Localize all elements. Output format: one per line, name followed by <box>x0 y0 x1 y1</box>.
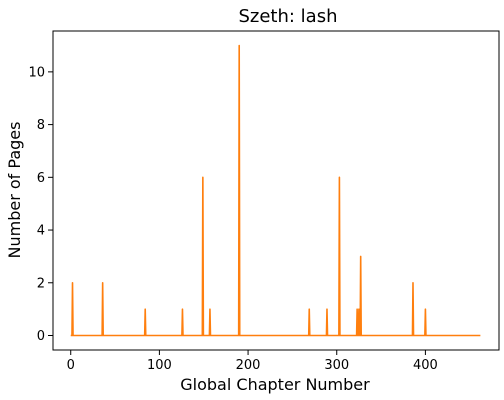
x-tick-label: 100 <box>147 358 172 373</box>
chart-title: Szeth: lash <box>238 6 337 27</box>
plot-frame <box>52 30 500 351</box>
y-tick-label: 0 <box>37 329 45 344</box>
y-tick-label: 4 <box>37 224 45 239</box>
y-axis: 0 2 4 6 8 10 <box>28 65 53 344</box>
x-tick-label: 300 <box>324 358 349 373</box>
x-tick-label: 400 <box>413 358 438 373</box>
series-line <box>70 44 481 337</box>
y-tick-label: 6 <box>37 171 45 186</box>
y-axis-label: Number of Pages <box>5 122 24 259</box>
x-axis: 0 100 200 300 400 <box>67 350 438 373</box>
x-axis-label: Global Chapter Number <box>180 375 370 394</box>
x-tick-label: 0 <box>67 358 75 373</box>
y-tick-label: 2 <box>37 276 45 291</box>
y-tick-label: 10 <box>28 65 45 80</box>
y-tick-label: 8 <box>37 118 45 133</box>
x-tick-label: 200 <box>236 358 261 373</box>
plot-area <box>70 44 481 337</box>
